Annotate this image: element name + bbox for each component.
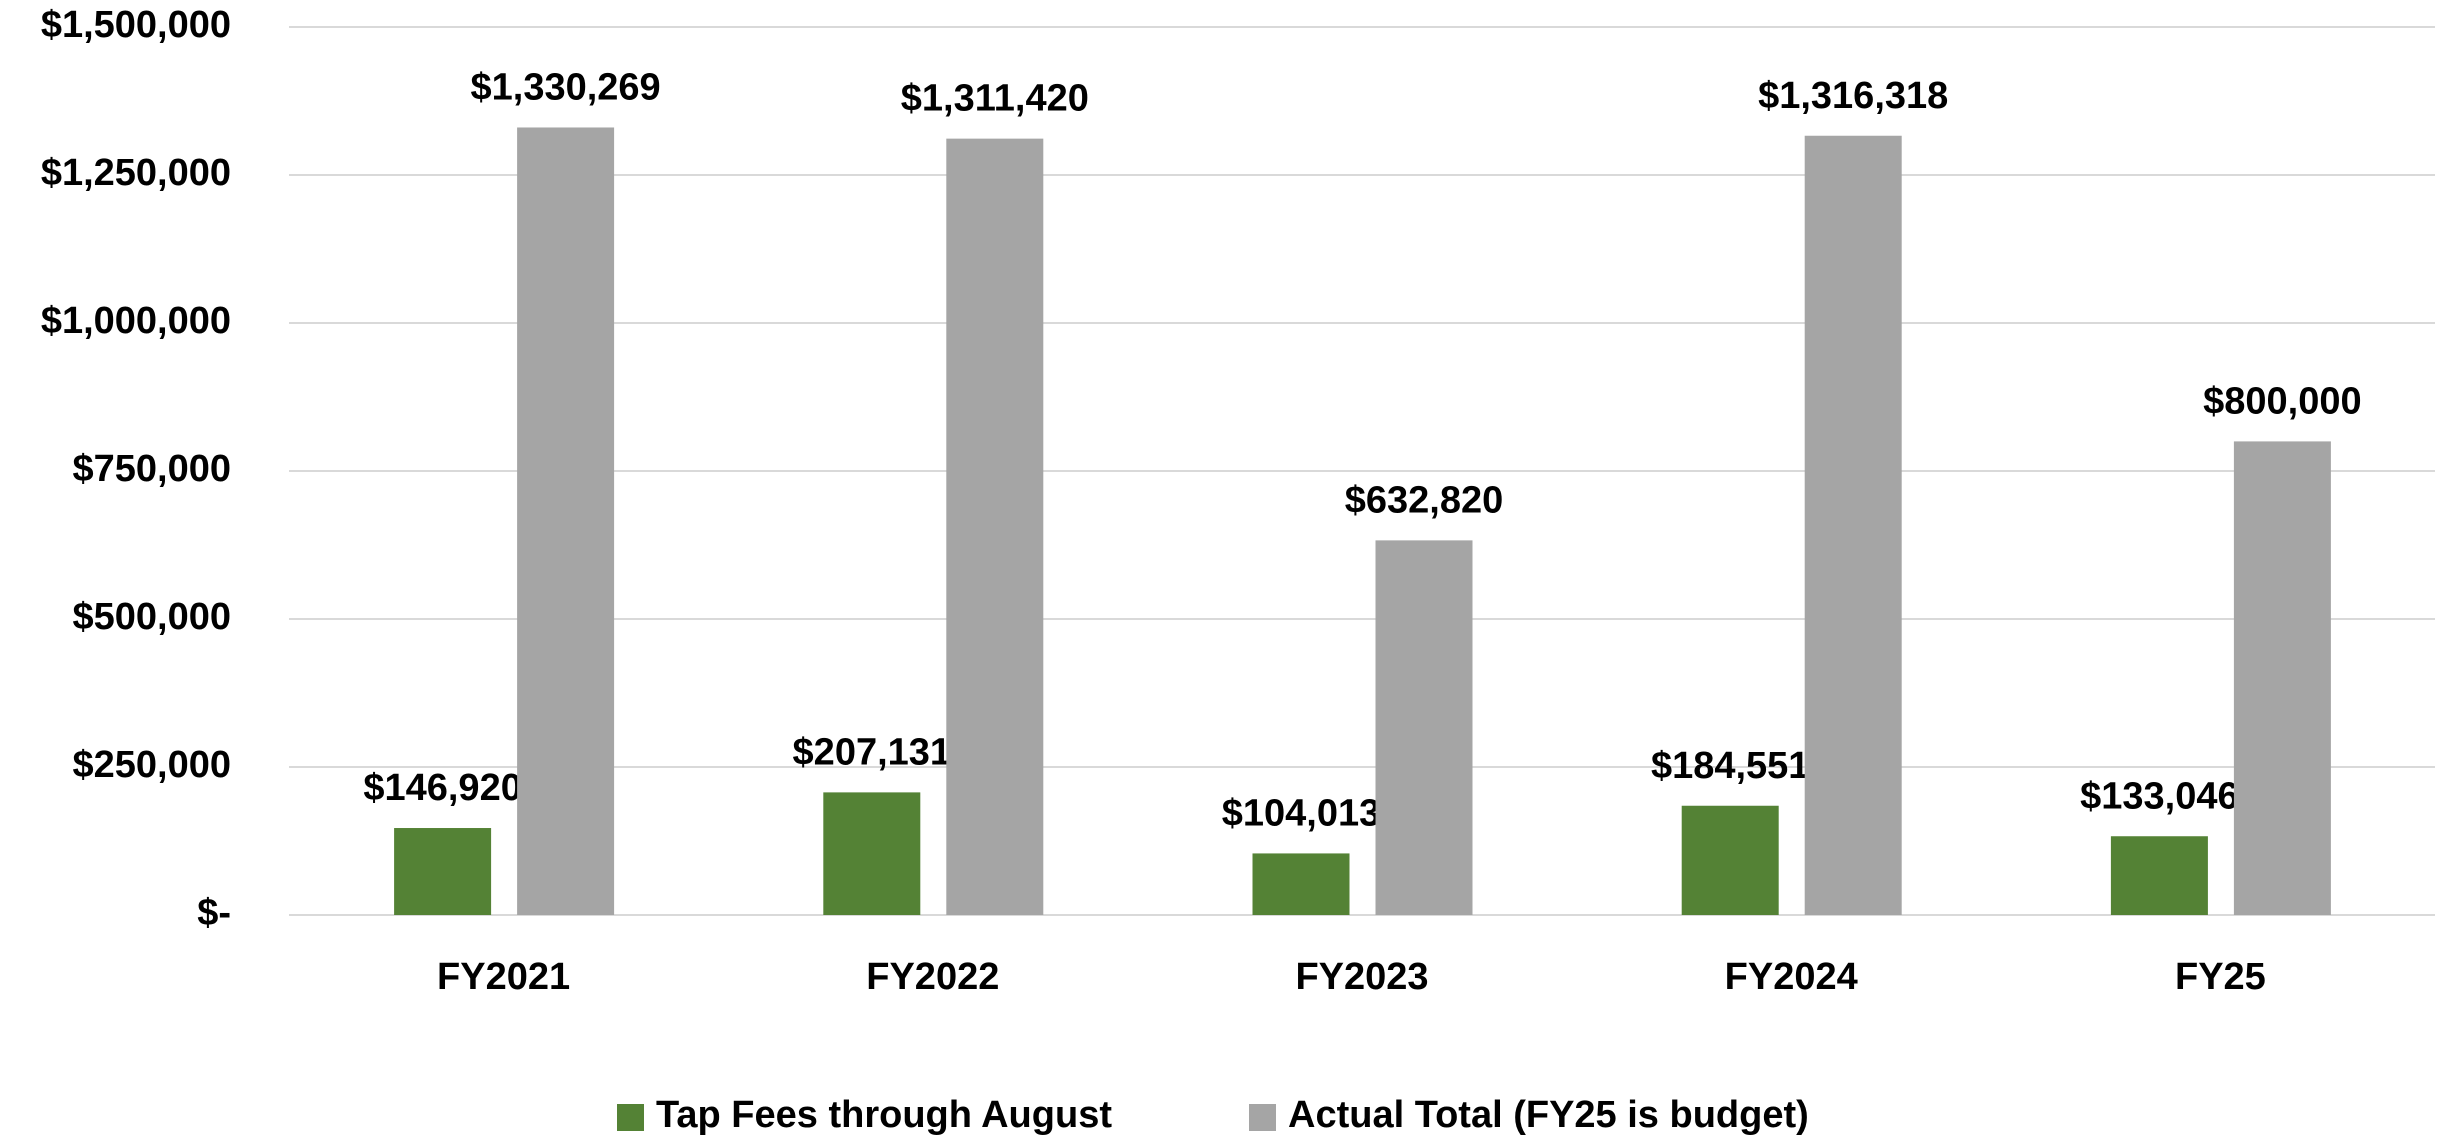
bar — [946, 138, 1044, 916]
data-label: $632,820 — [1345, 479, 1504, 521]
y-tick-label: $- — [197, 892, 231, 934]
bar — [517, 127, 615, 915]
bar — [2233, 441, 2331, 915]
bar — [2110, 836, 2208, 915]
bar — [394, 828, 492, 915]
bar — [1804, 135, 1902, 915]
bar — [823, 792, 921, 915]
x-tick-label: FY2022 — [866, 956, 999, 998]
legend-swatch — [617, 1104, 644, 1131]
bar — [1252, 853, 1350, 915]
data-label: $104,013 — [1222, 792, 1381, 834]
legend-swatch — [1249, 1104, 1276, 1131]
y-tick-label: $250,000 — [73, 744, 232, 786]
data-label: $1,311,420 — [901, 78, 1089, 120]
x-tick-label: FY2021 — [437, 956, 570, 998]
y-tick-label: $1,250,000 — [41, 152, 231, 194]
bar — [1375, 540, 1473, 915]
data-label: $1,330,269 — [471, 67, 661, 109]
y-tick-label: $1,500,000 — [41, 4, 231, 46]
y-tick-label: $500,000 — [73, 596, 232, 638]
data-label: $800,000 — [2203, 380, 2362, 422]
data-label: $133,046 — [2080, 775, 2239, 817]
y-tick-label: $1,000,000 — [41, 300, 231, 342]
bar — [1681, 805, 1779, 915]
x-tick-label: FY2023 — [1295, 956, 1428, 998]
y-tick-label: $750,000 — [73, 448, 232, 490]
x-tick-label: FY25 — [2175, 956, 2266, 998]
data-label: $1,316,318 — [1758, 75, 1948, 117]
data-label: $146,920 — [363, 767, 522, 809]
legend-label: Actual Total (FY25 is budget) — [1288, 1094, 1809, 1136]
legend-label: Tap Fees through August — [656, 1094, 1112, 1136]
x-tick-label: FY2024 — [1725, 956, 1858, 998]
data-label: $207,131 — [793, 731, 952, 773]
data-label: $184,551 — [1651, 745, 1810, 787]
